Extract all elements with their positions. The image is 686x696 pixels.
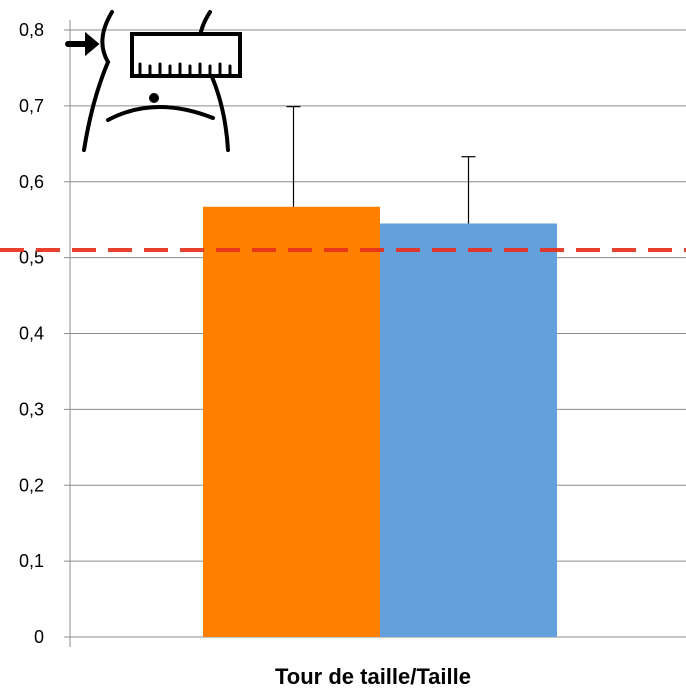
x-axis-label: Tour de taille/Taille (275, 664, 471, 689)
y-tick-label: 0,4 (19, 324, 44, 344)
y-tick-label: 0,3 (19, 399, 44, 419)
bar-series-2 (380, 223, 557, 637)
y-tick-label: 0,2 (19, 475, 44, 495)
y-tick-label: 0,6 (19, 172, 44, 192)
waist-measurement-icon (65, 10, 242, 152)
y-tick-label: 0,1 (19, 551, 44, 571)
bars (203, 206, 557, 637)
y-axis-tick-labels: 0 0,1 0,2 0,3 0,4 0,5 0,6 0,7 0,8 (19, 20, 44, 647)
y-tick-label: 0 (34, 627, 44, 647)
y-tick-label: 0,5 (19, 248, 44, 268)
bar-series-1 (203, 206, 380, 637)
y-tick-label: 0,8 (19, 20, 44, 40)
y-tick-label: 0,7 (19, 96, 44, 116)
error-bars (286, 106, 476, 224)
